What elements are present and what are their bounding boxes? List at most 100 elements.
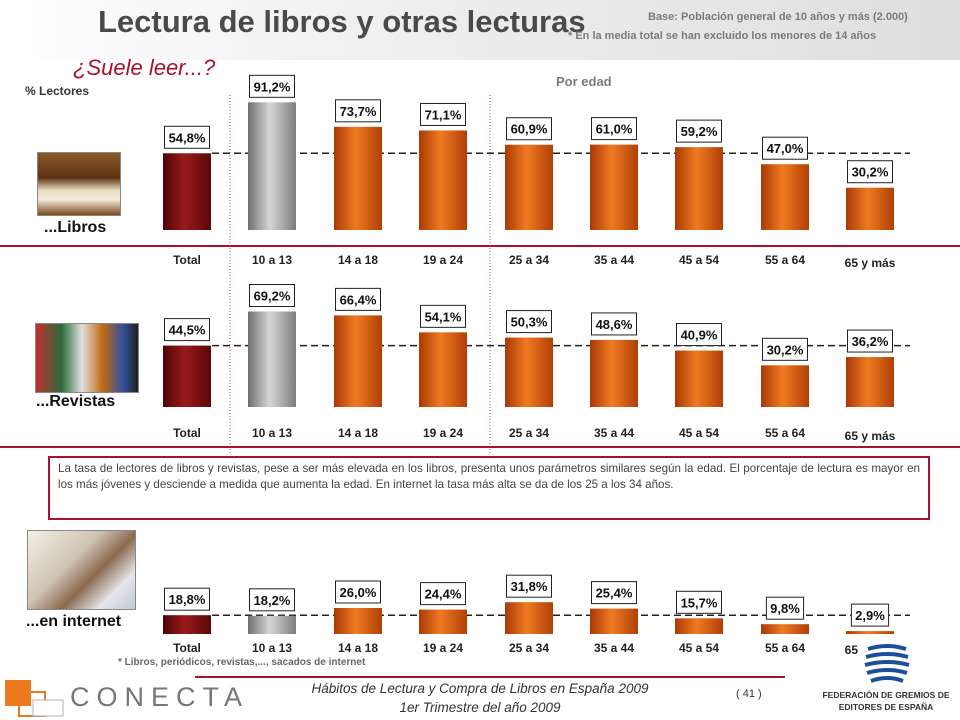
bar — [505, 144, 553, 230]
percent-readers-label: % Lectores — [25, 84, 90, 98]
data-label: 50,3% — [511, 315, 548, 330]
data-label-box — [420, 304, 466, 328]
data-label-box — [591, 312, 637, 336]
data-label: 48,6% — [596, 317, 633, 332]
data-label: 9,8% — [770, 601, 800, 616]
category-label: Total — [173, 641, 201, 655]
data-label-box — [591, 581, 637, 605]
data-label: 54,8% — [169, 130, 206, 145]
data-label: 31,8% — [511, 579, 548, 594]
data-label-box — [249, 74, 295, 98]
data-label: 40,9% — [681, 328, 718, 343]
data-label: 59,2% — [681, 124, 718, 139]
bar — [590, 608, 638, 634]
bar — [675, 350, 723, 407]
category-label: 45 a 54 — [679, 253, 719, 267]
data-label-box — [249, 588, 295, 612]
data-label: 47,0% — [767, 141, 804, 156]
section-label-internet: ...en internet — [26, 613, 122, 630]
bar — [675, 618, 723, 634]
commentary-box: La tasa de lectores de libros y revistas… — [48, 456, 930, 520]
chart-group: 54,8% Total 91,2% 10 a 13 73,7% 14 a 18 71,1% 1… — [163, 74, 910, 657]
data-label: 54,1% — [425, 309, 462, 324]
data-label: 30,2% — [852, 165, 889, 180]
category-label: 19 a 24 — [423, 253, 463, 267]
category-label: 10 a 13 — [252, 426, 292, 440]
data-label: 26,0% — [340, 585, 377, 600]
data-label: 2,9% — [855, 608, 885, 623]
data-label: 18,8% — [169, 592, 206, 607]
data-label: 36,2% — [852, 334, 889, 349]
data-label-box — [335, 287, 381, 311]
category-label: 25 a 34 — [509, 641, 549, 655]
bar — [334, 315, 382, 407]
bar — [163, 345, 211, 407]
data-label: 44,5% — [169, 323, 206, 338]
data-label: 69,2% — [254, 289, 291, 304]
section-label-libros: ...Libros — [44, 219, 107, 236]
title-band — [0, 0, 960, 60]
bar — [846, 357, 894, 407]
category-label: 45 a 54 — [679, 641, 719, 655]
data-label-box — [850, 603, 890, 627]
bar — [419, 332, 467, 407]
bar — [163, 153, 211, 230]
bar — [334, 126, 382, 230]
bar — [590, 339, 638, 407]
data-label-box — [164, 587, 210, 611]
bar — [761, 164, 809, 230]
data-label-box — [420, 582, 466, 606]
bar — [248, 102, 296, 230]
category-label: 55 a 64 — [765, 641, 805, 655]
internet-footnote: * Libros, periódicos, revistas,..., saca… — [118, 657, 366, 668]
data-label-box — [676, 119, 722, 143]
category-label: 10 a 13 — [252, 641, 292, 655]
category-label: 14 a 18 — [338, 253, 378, 267]
data-label-box — [164, 125, 210, 149]
data-label: 91,2% — [254, 79, 291, 94]
page-number: ( 41 ) — [736, 688, 762, 700]
data-label: 66,4% — [340, 292, 377, 307]
bar — [419, 609, 467, 634]
bar — [248, 615, 296, 634]
data-label-box — [762, 136, 808, 160]
category-label: 65 y más — [845, 429, 896, 443]
data-label: 25,4% — [596, 586, 633, 601]
data-label-box — [335, 99, 381, 123]
bar — [505, 337, 553, 407]
category-label: 10 a 13 — [252, 253, 292, 267]
conecta-wordmark: CONECTA — [70, 682, 250, 712]
data-label: 24,4% — [425, 587, 462, 602]
bar — [761, 365, 809, 407]
data-label: 73,7% — [340, 104, 377, 119]
data-label: 15,7% — [681, 595, 718, 610]
category-label: 35 a 44 — [594, 641, 634, 655]
data-label-box — [847, 160, 893, 184]
data-label-box — [591, 117, 637, 141]
page-title: Lectura de libros y otras lecturas — [98, 4, 586, 39]
bar — [334, 608, 382, 634]
footer-line-1: Hábitos de Lectura y Compra de Libros en… — [311, 681, 649, 696]
por-edad-label: Por edad — [556, 74, 612, 89]
bar — [505, 602, 553, 634]
bar — [846, 187, 894, 230]
data-label: 60,9% — [511, 122, 548, 137]
internet-photo — [27, 530, 136, 610]
data-label-box — [335, 580, 381, 604]
bar — [248, 311, 296, 407]
footer-line-2: 1er Trimestre del año 2009 — [399, 700, 561, 715]
section-label-revistas: ...Revistas — [36, 393, 116, 410]
category-label: Total — [173, 253, 201, 267]
category-label: Total — [173, 426, 201, 440]
category-label: 55 a 64 — [765, 253, 805, 267]
question-heading: ¿Suele leer...? — [73, 55, 216, 80]
data-label-box — [420, 102, 466, 126]
data-label: 61,0% — [596, 122, 633, 137]
category-label: 14 a 18 — [338, 426, 378, 440]
fge-wordmark: FEDERACIÓN DE GREMIOS DE EDITORES DE ESP… — [822, 690, 950, 712]
bar — [675, 147, 723, 230]
category-label: 35 a 44 — [594, 253, 634, 267]
bar — [590, 144, 638, 230]
category-label: 25 a 34 — [509, 426, 549, 440]
base-note: Base: Población general de 10 años y más… — [648, 11, 908, 23]
